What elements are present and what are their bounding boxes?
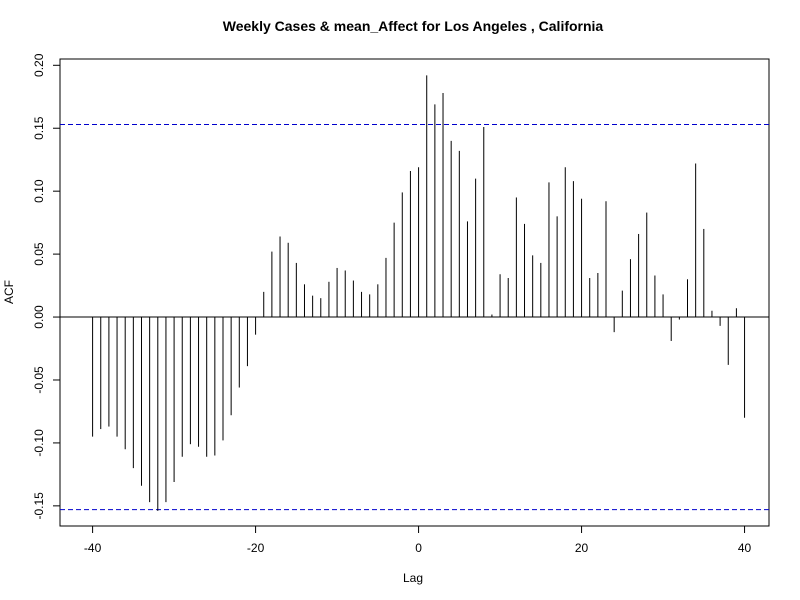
x-tick-label: 40 xyxy=(738,541,752,555)
y-tick-label: 0.10 xyxy=(32,179,46,203)
x-axis-label: Lag xyxy=(403,571,423,585)
x-tick-label: -40 xyxy=(84,541,102,555)
y-tick-label: 0.20 xyxy=(32,53,46,77)
x-tick-label: 20 xyxy=(575,541,589,555)
y-tick-label: -0.15 xyxy=(32,492,46,520)
y-tick-label: 0.00 xyxy=(32,305,46,329)
y-tick-label: -0.10 xyxy=(32,429,46,457)
plot-frame xyxy=(59,58,770,527)
y-tick-label: -0.05 xyxy=(32,366,46,394)
x-tick-label: -20 xyxy=(247,541,265,555)
y-tick-label: 0.15 xyxy=(32,116,46,140)
x-tick-label: 0 xyxy=(415,541,422,555)
chart-title: Weekly Cases & mean_Affect for Los Angel… xyxy=(223,18,604,34)
plot-layer: -40 -20 0 20 40 -0.15 -0.10 -0.05 0.00 0.05 0.10 0.… xyxy=(32,53,769,555)
y-axis-label: ACF xyxy=(2,280,16,304)
y-tick-label: 0.05 xyxy=(32,242,46,266)
